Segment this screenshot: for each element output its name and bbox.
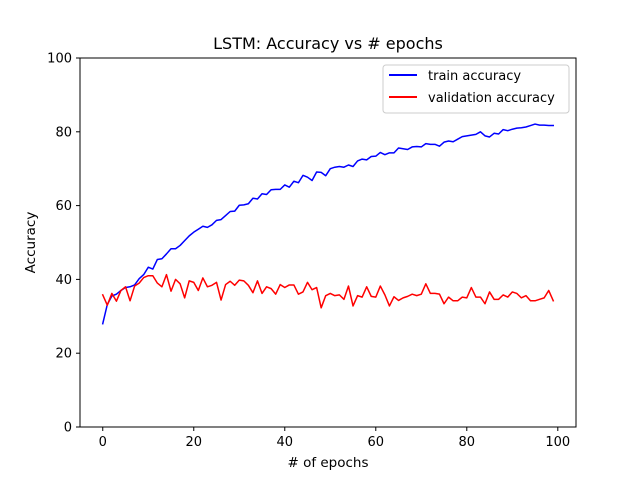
- legend-label-train: train accuracy: [428, 69, 521, 84]
- x-axis-ticks: 0 20 40 60 80 100: [99, 427, 570, 450]
- plot-frame: [79, 57, 577, 428]
- x-axis-label: # of epochs: [287, 455, 368, 471]
- y-tick-label: 100: [47, 52, 72, 67]
- chart-title: LSTM: Accuracy vs # epochs: [213, 34, 443, 53]
- x-tick-label: 80: [459, 435, 476, 450]
- series-line-train-accuracy: [101, 123, 554, 325]
- y-tick-label: 0: [64, 421, 72, 436]
- x-tick-label: 100: [545, 435, 570, 450]
- x-tick-label: 60: [368, 435, 385, 450]
- series-layer: [101, 123, 555, 325]
- y-axis-label: Accuracy: [23, 212, 39, 274]
- legend-box: [382, 64, 570, 114]
- y-tick-label: 20: [55, 347, 72, 362]
- x-tick-label: 40: [276, 435, 293, 450]
- y-tick-label: 60: [55, 199, 72, 214]
- y-tick-label: 40: [55, 273, 72, 288]
- legend-label-validation: validation accuracy: [428, 91, 555, 106]
- x-tick-label: 20: [185, 435, 202, 450]
- series-line-validation-accuracy: [101, 273, 555, 309]
- x-tick-label: 0: [99, 435, 107, 450]
- y-axis-ticks: 0 20 40 60 80 100: [47, 52, 80, 436]
- y-tick-label: 80: [55, 125, 72, 140]
- legend: train accuracy validation accuracy: [382, 64, 570, 114]
- plot-area: [80, 58, 576, 427]
